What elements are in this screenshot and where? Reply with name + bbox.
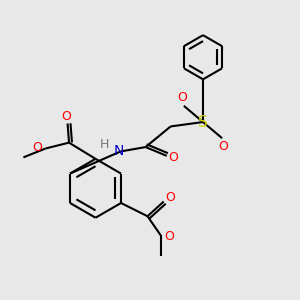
Text: O: O: [178, 91, 187, 104]
Text: O: O: [61, 110, 71, 123]
Text: S: S: [198, 115, 208, 130]
Text: H: H: [100, 138, 109, 151]
Text: O: O: [164, 230, 174, 243]
Text: O: O: [219, 140, 229, 153]
Text: N: N: [114, 145, 124, 158]
Text: O: O: [168, 151, 178, 164]
Text: O: O: [165, 190, 175, 204]
Text: O: O: [32, 141, 42, 154]
